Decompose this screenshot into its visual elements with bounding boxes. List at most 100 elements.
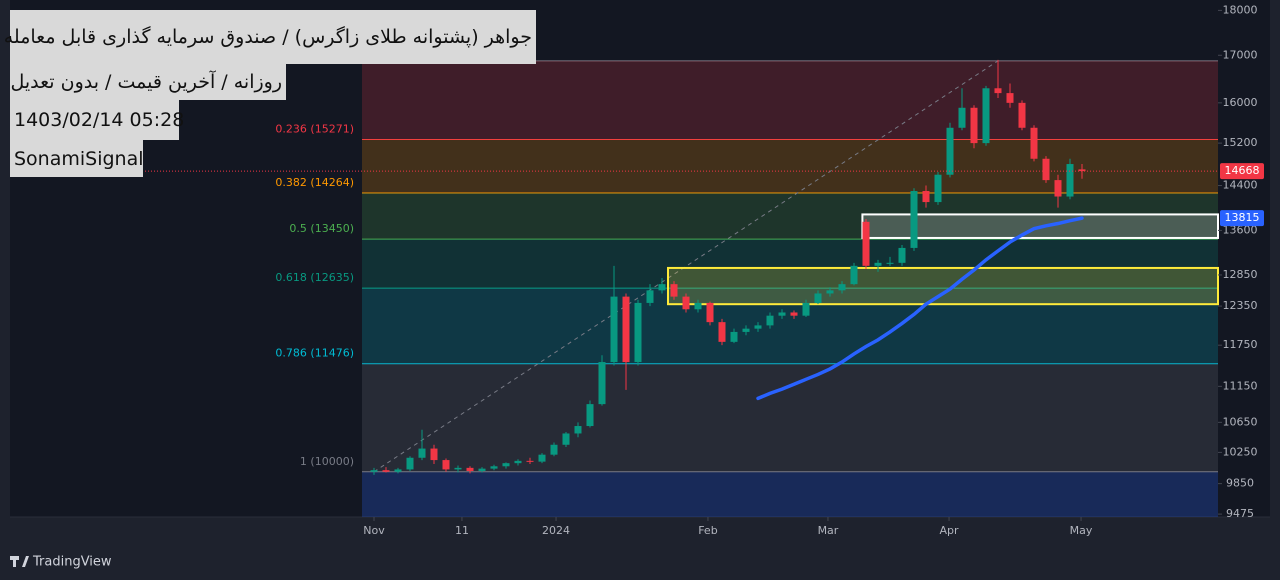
y-tick-label: 14400 [1223,179,1258,192]
candle-body [514,460,522,464]
candle-body [862,221,870,266]
y-tick-label: 11150 [1223,379,1258,392]
y-tick-label: 18000 [1223,3,1258,16]
y-tick-label: 9475 [1226,507,1254,520]
y-tick-label: 12350 [1223,299,1258,312]
candle-body [646,290,654,303]
candle-body [394,469,402,472]
candle-body [526,460,534,462]
y-tick-label: 12850 [1223,268,1258,281]
candle-body [838,284,846,291]
fib-label: 1 (10000) [300,455,354,468]
x-tick-label: Apr [940,524,960,537]
y-tick-label: 9850 [1226,477,1254,490]
y-tick-label: 11750 [1223,338,1258,351]
candle-body [934,174,942,203]
x-tick-label: Mar [818,524,839,537]
fib-band [362,363,1218,472]
fib-band [362,239,1218,289]
candle-body [1042,158,1050,181]
candle-body [922,191,930,203]
fib-label: 0.618 (12635) [275,271,354,284]
candle-body [658,284,666,291]
candle-body [886,262,894,264]
candle-body [418,448,426,458]
fib-band [362,471,1218,517]
y-tick-label: 13600 [1223,223,1258,236]
last-price-label: 14668 [1225,164,1260,177]
timestamp: 1403/02/14 05:28 [10,100,184,140]
ma-label: 13815 [1225,211,1260,224]
chart-title: جواهر (پشتوانه طلای زاگرس) / صندوق سرمای… [4,10,536,64]
candle-body [538,454,546,462]
candle-body [994,88,1002,94]
candle-body [742,328,750,332]
fib-label: 0.786 (11476) [275,347,354,360]
candle-body [970,107,978,144]
candle-body [1054,180,1062,197]
candle-body [454,467,462,470]
y-tick-label: 16000 [1223,96,1258,109]
candle-body [574,426,582,434]
candle-body [550,444,558,455]
axis-background [1218,0,1270,517]
candle-body [430,448,438,461]
candle-body [1066,164,1074,197]
fib-band [362,288,1218,364]
x-tick-label: May [1070,524,1093,537]
candle-body [1018,102,1026,128]
candle-body [850,265,858,285]
y-tick-label: 10250 [1223,445,1258,458]
candle-body [790,312,798,316]
candle-body [490,466,498,469]
candle-body [634,302,642,363]
x-tick-label: 2024 [542,524,570,537]
zone-box [667,266,1219,306]
candle-body [958,107,966,128]
footer: TradingView [32,555,112,570]
candle-body [718,322,726,342]
candle-body [898,247,906,263]
fib-band [362,60,1218,140]
candle-body [754,325,762,329]
candle-body [826,290,834,294]
y-tick-label: 17000 [1223,48,1258,61]
chart-subtitle: روزانه / آخرین قیمت / بدون تعدیل [10,64,286,100]
candle-body [598,362,606,405]
plot-area: 0.236 (15271) 0.382 (14264) 0.5 (13450) 0.6… [10,59,1220,517]
candle-body [610,296,618,363]
candle-body [586,404,594,427]
fib-label: 0.5 (13450) [289,222,354,235]
logo [10,556,29,567]
candle-body [442,460,450,470]
candle-body [910,191,918,248]
candle-body [766,315,774,326]
candle-body [1078,169,1086,172]
y-tick-label: 15200 [1223,136,1258,149]
candle-body [382,470,390,472]
fib-label: 0.236 (15271) [275,122,354,135]
candle-body [778,312,786,316]
candle-body [946,127,954,175]
candle-body [706,302,714,323]
candle-body [694,302,702,310]
candle-body [682,296,690,310]
candle-body [478,468,486,471]
candle-body [466,467,474,471]
candle-body [1030,127,1038,159]
candle-body [622,296,630,363]
x-tick-label: 11 [455,524,469,537]
y-tick-label: 10650 [1223,415,1258,428]
candle-body [730,331,738,342]
candle-body [562,433,570,445]
candle-body [502,463,510,467]
ma-badge [1220,210,1264,227]
x-tick-label: Feb [698,524,717,537]
candle-body [802,302,810,316]
watermark: SonamiSignal [10,140,144,177]
candle-body [814,293,822,303]
x-tick-label: Nov [363,524,385,537]
fib-band [362,139,1218,193]
candle-body [670,284,678,297]
